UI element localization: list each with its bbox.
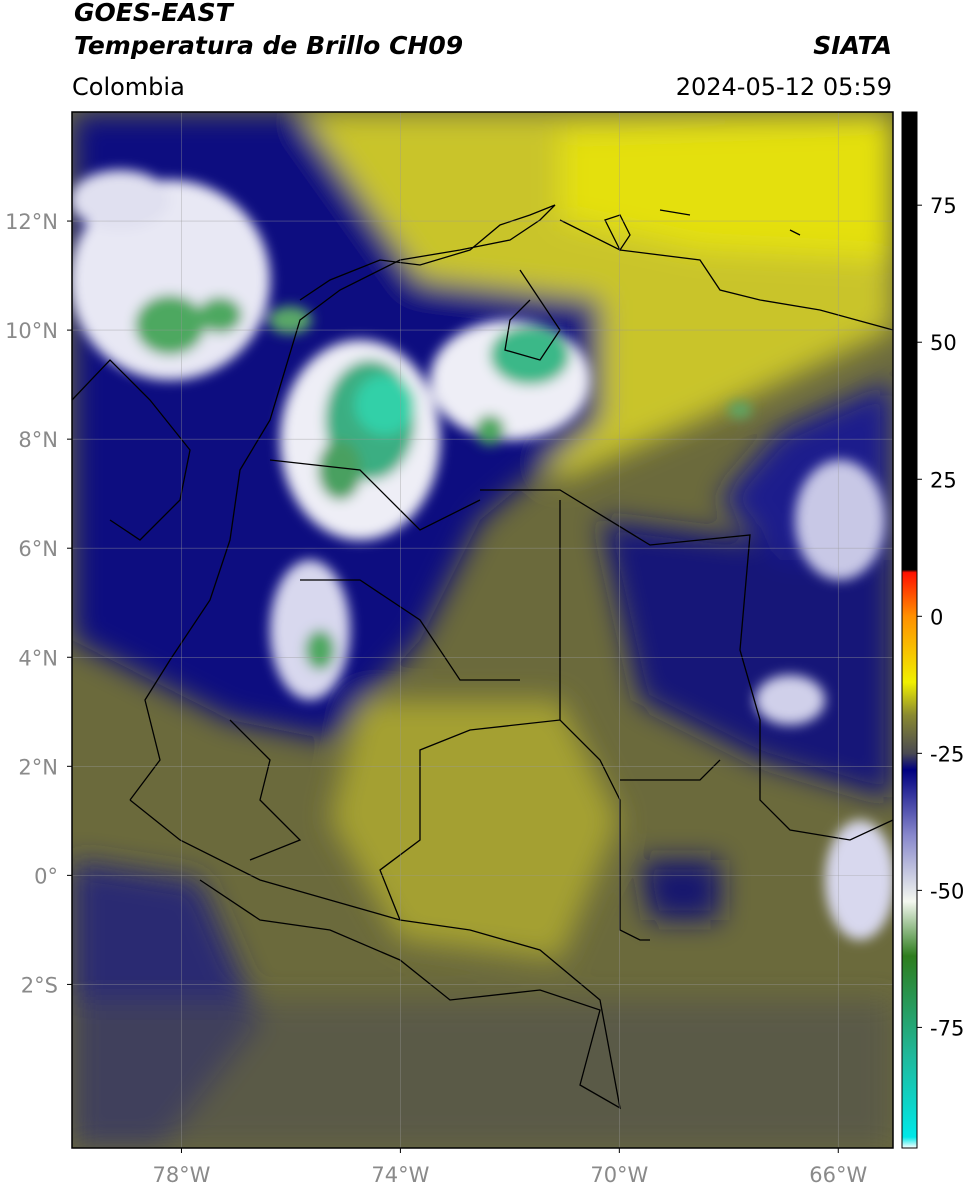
colorbar-tick-label: -25: [930, 742, 964, 766]
colorbar-tick-label: -50: [930, 879, 964, 903]
x-tick-label: 70°W: [590, 1163, 648, 1187]
colorbar-tick-label: 75: [930, 194, 957, 218]
y-tick-label: 6°N: [18, 537, 58, 561]
x-tick-label: 74°W: [371, 1163, 429, 1187]
grid: [72, 112, 893, 1148]
colorbar-tick-label: 50: [930, 331, 957, 355]
x-tick-label: 78°W: [152, 1163, 210, 1187]
subtitle: Temperatura de Brillo CH09: [74, 31, 463, 60]
source: SIATA: [813, 31, 892, 60]
y-tick-label: 2°N: [18, 755, 58, 779]
region: Colombia: [72, 73, 185, 101]
colorbar-tick-label: 25: [930, 468, 957, 492]
map-frame: [71, 111, 894, 1149]
title: GOES-EAST: [74, 0, 235, 27]
y-tick-label: 8°N: [18, 428, 58, 452]
y-tick-label: 2°S: [21, 973, 58, 997]
colorbar: [901, 111, 918, 1149]
colorbar-tick-label: -75: [930, 1016, 964, 1040]
datetime: 2024-05-12 05:59: [676, 73, 892, 101]
x-tick-label: 66°W: [809, 1163, 867, 1187]
y-tick-label: 4°N: [18, 646, 58, 670]
y-tick-label: 0°: [34, 864, 58, 888]
y-tick-label: 10°N: [5, 319, 58, 343]
y-tick-label: 12°N: [5, 210, 58, 234]
colorbar-tick-label: 0: [930, 605, 943, 629]
satellite-image: [72, 112, 893, 1148]
